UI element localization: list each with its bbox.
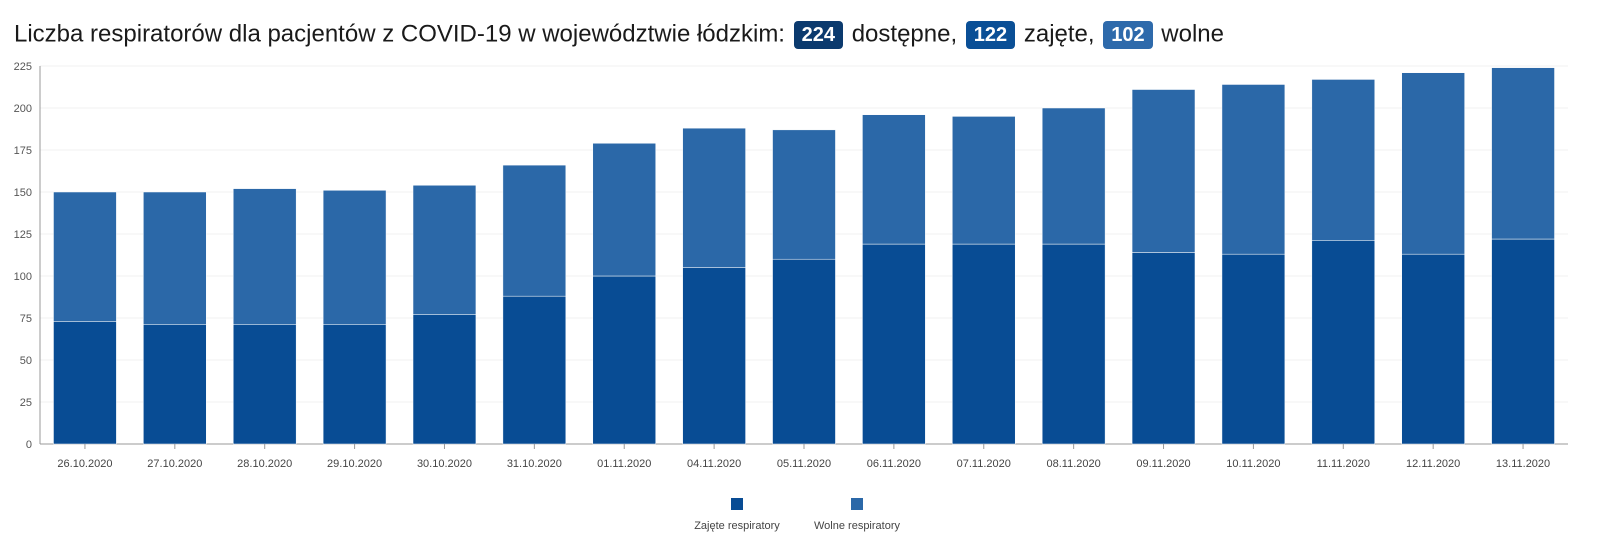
bar-free: [862, 114, 926, 245]
available-label: dostępne,: [851, 20, 958, 48]
x-tick-label: 11.11.2020: [1317, 458, 1370, 470]
y-tick-label: 100: [14, 271, 32, 283]
x-tick-label: 27.10.2020: [147, 458, 202, 470]
x-tick-label: 13.11.2020: [1496, 458, 1550, 470]
bar-occupied: [1401, 253, 1465, 445]
free-badge: 102: [1103, 20, 1153, 49]
bar-free: [53, 191, 117, 322]
bar-occupied: [1311, 240, 1376, 445]
chart-title: Liczba respiratorów dla pacjentów z COVI…: [14, 20, 1224, 49]
bar-free: [502, 164, 567, 297]
bar-occupied: [1221, 253, 1286, 445]
bar-occupied: [1491, 238, 1555, 445]
x-tick-label: 04.11.2020: [687, 458, 741, 470]
x-tick-label: 31.10.2020: [507, 458, 562, 470]
bar-free: [682, 127, 746, 268]
bar-occupied: [862, 243, 926, 445]
bar-occupied: [952, 243, 1016, 445]
bar-occupied: [143, 324, 207, 445]
x-tick-label: 05.11.2020: [777, 458, 831, 470]
bar-occupied: [502, 295, 567, 445]
bar-occupied: [53, 321, 117, 445]
y-tick-label: 150: [14, 187, 32, 199]
bar-free: [772, 129, 836, 260]
x-tick-label: 12.11.2020: [1406, 458, 1460, 470]
bar-free: [1131, 89, 1196, 253]
bar-free: [1221, 84, 1286, 255]
bar-occupied: [772, 258, 836, 445]
bar-free: [1311, 79, 1376, 241]
bar-free: [1401, 72, 1465, 255]
occupied-badge: 122: [965, 20, 1016, 49]
legend-label-free: Wolne respiratory: [814, 520, 900, 532]
bar-free: [592, 143, 656, 277]
bar-occupied: [322, 324, 387, 445]
x-tick-label: 08.11.2020: [1047, 458, 1101, 470]
free-label: wolne: [1161, 20, 1224, 48]
title-prefix: Liczba respiratorów dla pacjentów z COVI…: [14, 20, 785, 48]
x-tick-label: 28.10.2020: [237, 458, 292, 470]
bar-free: [1041, 107, 1106, 245]
y-tick-label: 200: [14, 103, 32, 115]
occupied-label: zajęte,: [1023, 20, 1095, 48]
bar-occupied: [1131, 252, 1196, 445]
bar-occupied: [412, 314, 477, 445]
x-tick-label: 29.10.2020: [327, 458, 382, 470]
legend-label-occupied: Zajęte respiratory: [694, 520, 780, 532]
bar-free: [1491, 67, 1555, 240]
x-tick-label: 01.11.2020: [597, 458, 651, 470]
y-tick-label: 175: [14, 145, 32, 157]
bar-occupied: [1041, 243, 1106, 445]
bar-free: [232, 188, 297, 325]
y-tick-label: 50: [20, 355, 32, 367]
x-tick-label: 26.10.2020: [57, 458, 112, 470]
y-tick-label: 225: [14, 61, 32, 73]
bar-free: [143, 191, 207, 325]
bar-free: [952, 116, 1016, 245]
bar-occupied: [682, 267, 746, 445]
x-tick-label: 10.11.2020: [1226, 458, 1280, 470]
y-tick-label: 0: [26, 439, 32, 451]
x-tick-label: 09.11.2020: [1136, 458, 1190, 470]
y-tick-label: 25: [20, 397, 32, 409]
x-tick-label: 07.11.2020: [957, 458, 1011, 470]
bar-occupied: [592, 275, 656, 445]
available-badge: 224: [793, 20, 844, 49]
bar-occupied: [232, 324, 297, 445]
x-tick-label: 30.10.2020: [417, 458, 472, 470]
legend-swatch-free: [851, 498, 863, 510]
y-tick-label: 75: [20, 313, 32, 325]
y-tick-label: 125: [14, 229, 32, 241]
bar-free: [412, 185, 477, 315]
x-tick-label: 06.11.2020: [867, 458, 921, 470]
bar-free: [322, 190, 387, 325]
legend-swatch-occupied: [731, 498, 743, 510]
